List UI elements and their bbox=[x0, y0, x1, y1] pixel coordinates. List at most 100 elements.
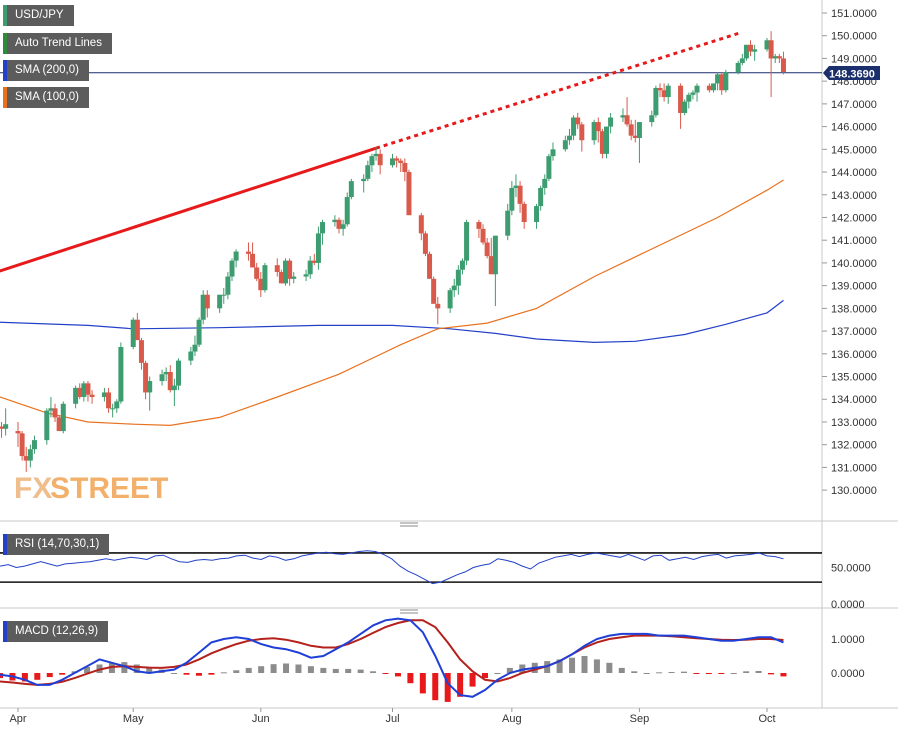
symbol-tag[interactable]: USD/JPY bbox=[3, 5, 74, 26]
macd-label: MACD (12,26,9) bbox=[15, 625, 99, 637]
panel-resize-handle[interactable] bbox=[400, 609, 418, 614]
candle-body bbox=[315, 233, 321, 263]
candle-down bbox=[517, 181, 523, 213]
macd-signal-line bbox=[0, 619, 784, 686]
candle-down bbox=[336, 217, 342, 234]
candle-down bbox=[435, 297, 441, 325]
time-tick-label: Oct bbox=[758, 713, 775, 725]
panel-resize-handle[interactable] bbox=[400, 522, 418, 527]
macd-line bbox=[0, 617, 784, 698]
candle-up bbox=[147, 376, 153, 411]
rsi-tick-label: 0.0000 bbox=[831, 599, 865, 611]
candle-body bbox=[459, 260, 465, 270]
candle-body bbox=[307, 260, 313, 275]
candle-body bbox=[163, 371, 169, 375]
candle-down bbox=[394, 156, 400, 168]
candle-down bbox=[250, 242, 256, 268]
macd-hist-bar-negative bbox=[208, 673, 215, 675]
candle-body bbox=[748, 44, 754, 52]
candle-down bbox=[52, 403, 58, 422]
candle-up bbox=[217, 294, 223, 313]
rsi-swatch bbox=[3, 534, 7, 555]
price-tick-label: 142.0000 bbox=[831, 212, 877, 224]
candle-up bbox=[723, 69, 729, 93]
candle-body bbox=[229, 260, 235, 277]
macd-hist-bar-negative bbox=[693, 673, 700, 674]
candle-up bbox=[608, 112, 614, 134]
macd-hist-bar-negative bbox=[21, 673, 28, 682]
rsi-tag[interactable]: RSI (14,70,30,1) bbox=[3, 534, 110, 555]
candle-body bbox=[772, 56, 778, 59]
candle-down bbox=[402, 158, 408, 182]
candle-body bbox=[422, 233, 428, 254]
candle-body bbox=[542, 178, 548, 188]
candle-up bbox=[686, 92, 692, 109]
rsi-panel bbox=[0, 550, 822, 585]
candle-up bbox=[365, 160, 371, 182]
candle-body bbox=[291, 276, 297, 279]
candle-down bbox=[579, 122, 585, 152]
candle-body bbox=[110, 408, 116, 410]
indicator-tag-trend[interactable]: Auto Trend Lines bbox=[3, 33, 112, 54]
macd-hist-bar-positive bbox=[643, 673, 650, 674]
candle-down bbox=[418, 212, 424, 241]
candle-down bbox=[678, 83, 684, 129]
candle-down bbox=[632, 119, 638, 143]
candle-body bbox=[44, 410, 50, 441]
macd-hist-bar-positive bbox=[307, 666, 314, 673]
candle-body bbox=[780, 58, 786, 73]
candle-body bbox=[427, 253, 433, 279]
candle-body bbox=[320, 222, 326, 234]
macd-hist-bar-positive bbox=[283, 663, 290, 673]
price-tick-label: 133.0000 bbox=[831, 417, 877, 429]
candle-body bbox=[274, 265, 280, 273]
macd-hist-bar-negative bbox=[183, 673, 190, 675]
price-tick-label: 137.0000 bbox=[831, 326, 877, 338]
candle-up bbox=[513, 174, 519, 198]
candle-body bbox=[488, 256, 494, 275]
candle-down bbox=[748, 40, 754, 57]
sma100-swatch bbox=[3, 87, 7, 108]
candle-body bbox=[480, 228, 486, 243]
candle-down bbox=[245, 242, 251, 261]
candle-up bbox=[344, 192, 350, 227]
price-tick-label: 146.0000 bbox=[831, 122, 877, 134]
candle-up bbox=[229, 258, 235, 282]
candle-down bbox=[134, 312, 140, 341]
macd-hist-bar-negative bbox=[34, 673, 41, 680]
candle-down bbox=[89, 390, 95, 404]
watermark-fxstreet: FX STREET bbox=[14, 472, 168, 505]
candle-up bbox=[653, 85, 659, 118]
candle-up bbox=[60, 401, 66, 434]
candle-body bbox=[134, 319, 140, 341]
candle-down bbox=[398, 158, 404, 173]
candle-up bbox=[764, 37, 770, 52]
candle-down bbox=[484, 237, 490, 259]
candle-up bbox=[604, 126, 609, 159]
candle-body bbox=[599, 131, 605, 154]
macd-tag[interactable]: MACD (12,26,9) bbox=[3, 621, 109, 642]
candle-body bbox=[455, 269, 461, 286]
candle-down bbox=[595, 117, 601, 143]
candle-down bbox=[0, 421, 5, 438]
macd-hist-bar-positive bbox=[345, 668, 352, 673]
macd-hist-bar-positive bbox=[631, 671, 638, 673]
candle-body bbox=[336, 219, 342, 229]
time-tick-label: Jul bbox=[385, 713, 399, 725]
candle-body bbox=[73, 387, 79, 404]
candle-up bbox=[464, 219, 470, 266]
svg-text:STREET: STREET bbox=[50, 472, 168, 505]
candle-body bbox=[484, 242, 490, 257]
candle-down bbox=[106, 387, 112, 413]
candle-body bbox=[776, 56, 782, 59]
sma200-label: SMA (200,0) bbox=[15, 64, 79, 76]
macd-hist-bar-positive bbox=[133, 664, 140, 673]
candle-body bbox=[394, 158, 400, 161]
candle-body bbox=[390, 158, 395, 166]
candle-body bbox=[575, 117, 581, 125]
indicator-tag-sma100[interactable]: SMA (100,0) bbox=[3, 87, 89, 108]
candle-up bbox=[114, 399, 120, 413]
indicator-tag-sma200[interactable]: SMA (200,0) bbox=[3, 60, 89, 81]
candle-up bbox=[262, 262, 268, 293]
